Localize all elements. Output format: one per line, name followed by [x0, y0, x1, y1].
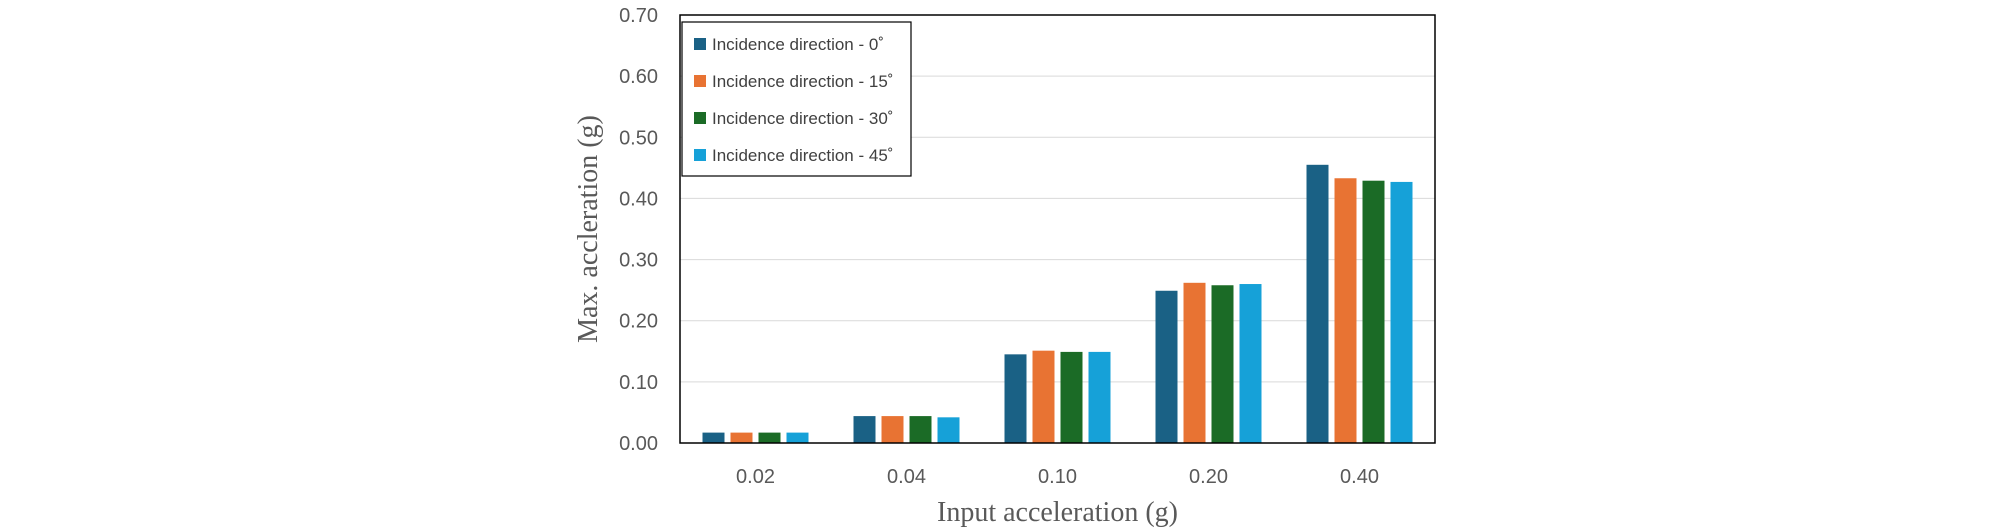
y-axis-title: Max. accleration (g): [573, 115, 604, 343]
bar: [1211, 285, 1234, 443]
bar: [853, 416, 876, 443]
x-axis-title: Input acceleration (g): [937, 497, 1178, 528]
bar: [1060, 351, 1083, 443]
bar: [1239, 284, 1262, 443]
x-tick-label: 0.10: [1038, 466, 1077, 488]
x-tick-label: 0.20: [1189, 466, 1228, 488]
y-tick-label: 0.20: [619, 311, 658, 333]
bar: [1155, 290, 1178, 443]
y-tick-label: 0.40: [619, 188, 658, 210]
bar: [1183, 282, 1206, 443]
legend-swatch: [694, 38, 706, 50]
legend-label: Incidence direction - 15˚: [712, 72, 893, 91]
bar: [786, 432, 809, 443]
y-tick-label: 0.00: [619, 433, 658, 455]
x-tick-label: 0.40: [1340, 466, 1379, 488]
bar: [758, 432, 781, 443]
legend-swatch: [694, 149, 706, 161]
y-tick-label: 0.10: [619, 372, 658, 394]
plot-frame: [679, 14, 1436, 444]
bar: [881, 416, 904, 443]
y-tick-label: 0.70: [619, 5, 658, 27]
bar: [1362, 180, 1385, 443]
bar: [702, 432, 725, 443]
legend-label: Incidence direction - 45˚: [712, 146, 893, 165]
y-tick-label: 0.50: [619, 127, 658, 149]
y-tick-label: 0.30: [619, 250, 658, 272]
bar: [1306, 164, 1329, 444]
legend-swatch: [694, 112, 706, 124]
legend-label: Incidence direction - 0˚: [712, 35, 884, 54]
x-tick-label: 0.02: [736, 466, 775, 488]
bar: [1004, 354, 1027, 443]
bar: [1334, 178, 1357, 443]
y-tick-labels: 0.00 0.10 0.20 0.30 0.40 0.50 0.60 0.70: [619, 5, 658, 455]
bar: [909, 416, 932, 443]
bar: [1032, 350, 1055, 443]
bar: [1088, 351, 1111, 443]
bar: [937, 417, 960, 443]
bar: [730, 432, 753, 443]
legend-swatch: [694, 75, 706, 87]
bar: [1390, 181, 1413, 444]
x-tick-labels: 0.02 0.04 0.10 0.20 0.40: [736, 466, 1379, 488]
bars: [702, 164, 1413, 444]
legend: Incidence direction - 0˚ Incidence direct…: [681, 21, 912, 177]
y-tick-label: 0.60: [619, 66, 658, 88]
x-tick-label: 0.04: [887, 466, 926, 488]
legend-label: Incidence direction - 30˚: [712, 109, 893, 128]
legend-box: [681, 21, 912, 177]
